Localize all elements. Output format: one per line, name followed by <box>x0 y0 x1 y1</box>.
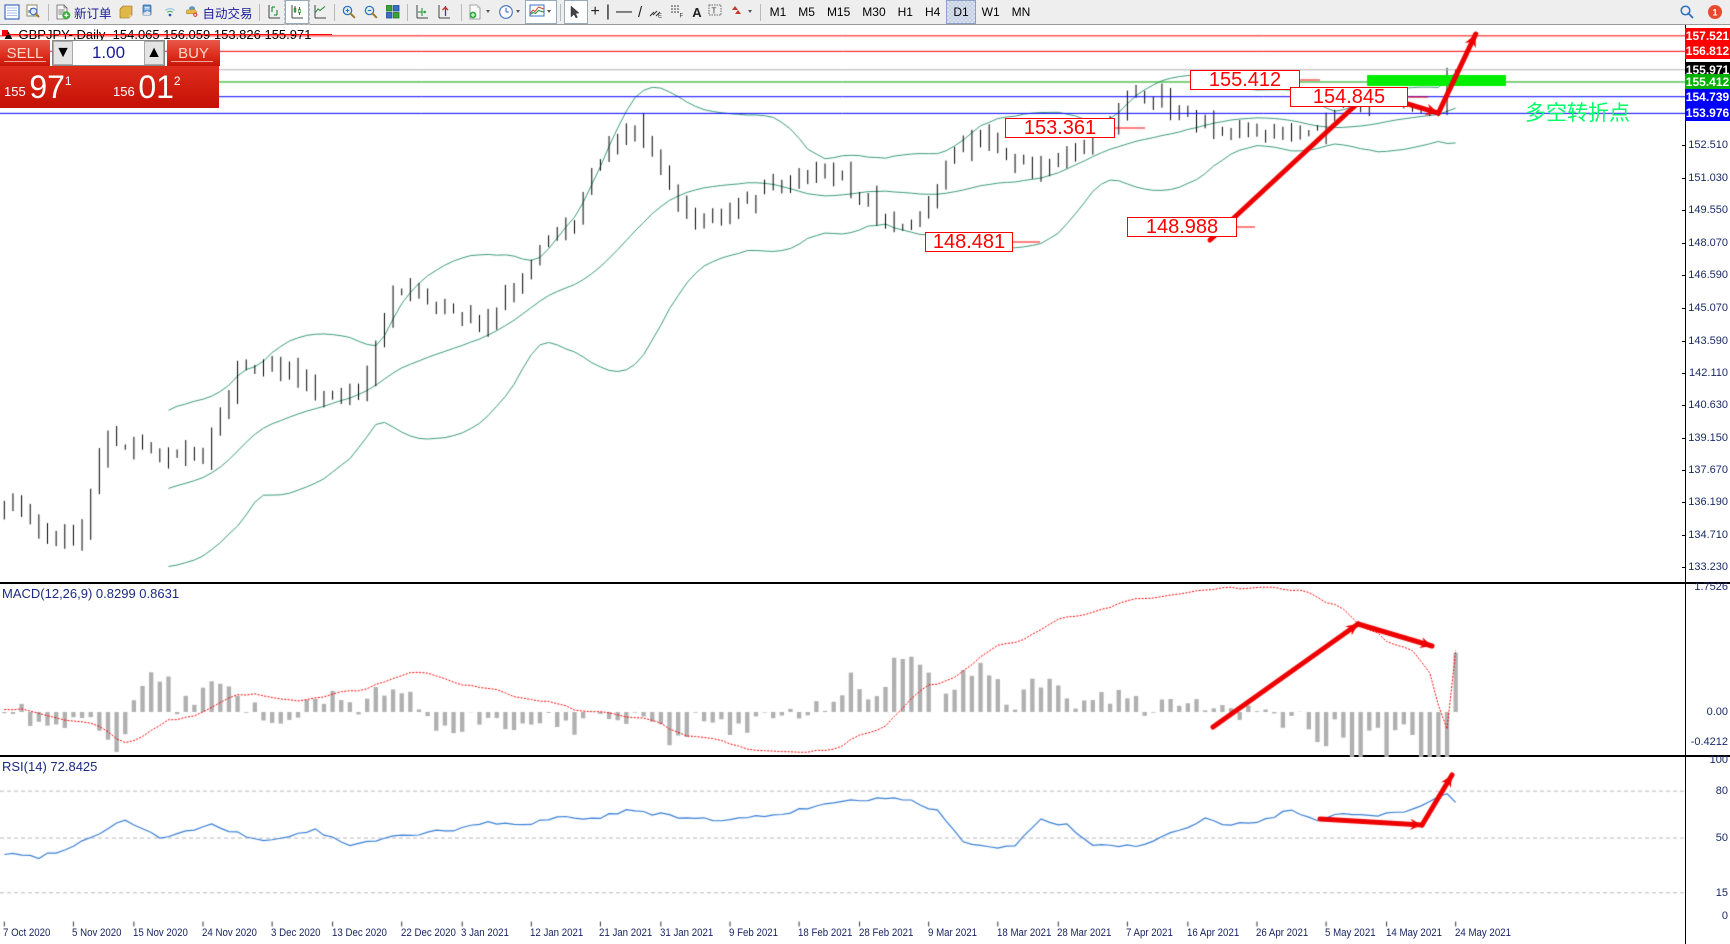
svg-text:F: F <box>680 14 684 20</box>
svg-text:1: 1 <box>1712 8 1717 18</box>
svg-text:T: T <box>711 7 716 16</box>
svg-text:E: E <box>658 14 662 20</box>
